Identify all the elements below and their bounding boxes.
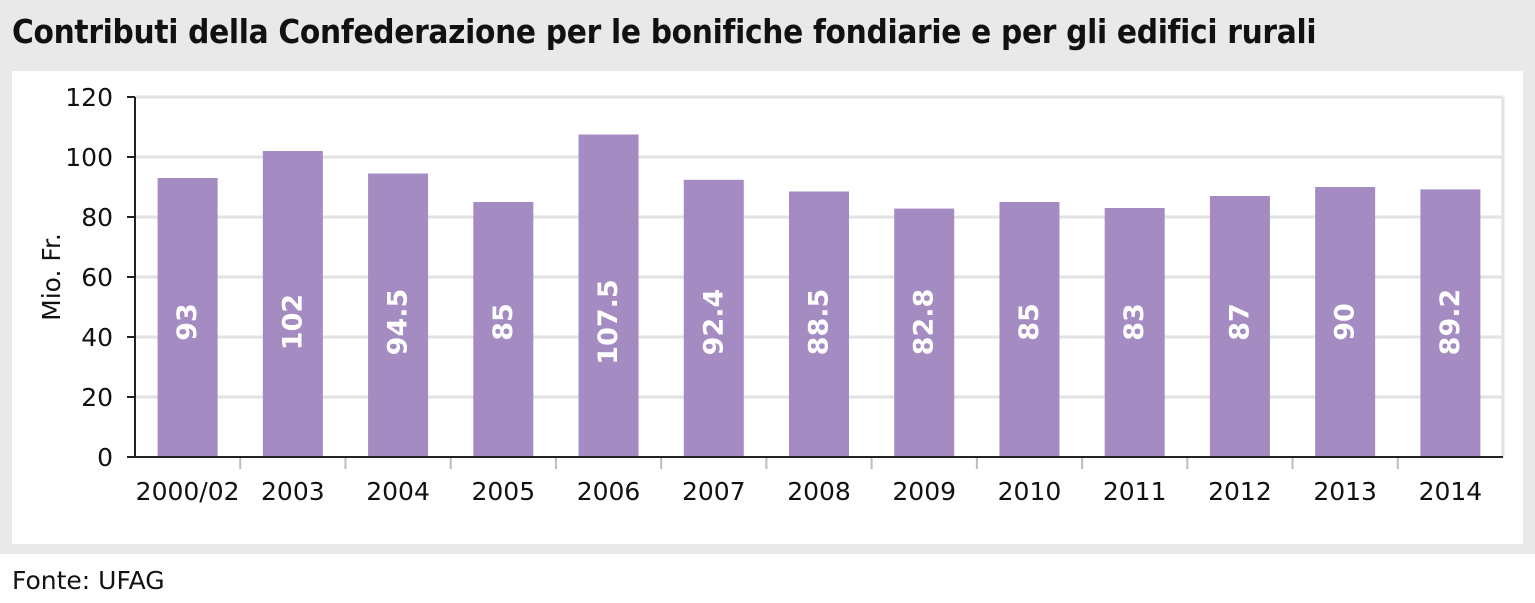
x-tick-label-2006: 2006: [577, 477, 641, 506]
bar-2012: [1209, 196, 1270, 457]
value-label-2008: 88.5: [804, 289, 835, 356]
value-label-2004: 94.5: [383, 289, 414, 356]
chart-title: Contributi della Confederazione per le b…: [12, 12, 1317, 51]
value-label-2009: 82.8: [909, 289, 940, 356]
bar-2008: [789, 191, 849, 457]
x-tick-label-2007: 2007: [682, 477, 746, 506]
value-label-2013: 90: [1330, 303, 1361, 341]
x-tick-label-2003: 2003: [261, 477, 325, 506]
value-label-2012: 87: [1224, 303, 1255, 341]
bar-2004: [368, 173, 429, 457]
bar-2009: [894, 208, 955, 457]
source-note: Fonte: UFAG: [12, 566, 165, 595]
bar-2014: [1420, 189, 1481, 457]
x-tick-label-2009: 2009: [892, 477, 956, 506]
bar-2010: [999, 202, 1060, 457]
chart-header: Contributi della Confederazione per le b…: [0, 0, 1535, 67]
y-tick-label-20: 20: [81, 383, 113, 412]
value-label-2014: 89.2: [1435, 289, 1466, 356]
x-tick-label-2014: 2014: [1419, 477, 1483, 506]
x-tick-label-2005: 2005: [471, 477, 535, 506]
value-label-2003: 102: [277, 294, 308, 350]
value-label-2011: 83: [1119, 303, 1150, 341]
bar-2011: [1104, 208, 1165, 457]
x-tick-label-2013: 2013: [1313, 477, 1377, 506]
bar-2013: [1315, 187, 1376, 457]
y-tick-label-0: 0: [97, 443, 113, 472]
value-label-2007: 92.4: [698, 289, 729, 356]
y-axis-title: Mio. Fr.: [37, 233, 66, 321]
x-tick-label-2010: 2010: [998, 477, 1062, 506]
bar-2003: [262, 151, 323, 457]
y-tick-label-60: 60: [81, 263, 113, 292]
value-label-2000/02: 93: [172, 303, 203, 341]
x-tick-label-2012: 2012: [1208, 477, 1272, 506]
x-tick-label-2008: 2008: [787, 477, 851, 506]
x-tick-label-2000/02: 2000/02: [136, 477, 240, 506]
bar-2007: [683, 179, 744, 458]
y-tick-label-120: 120: [65, 83, 113, 112]
value-label-2010: 85: [1014, 303, 1045, 341]
bar-2005: [473, 202, 534, 457]
bar-2006: [578, 134, 639, 457]
y-tick-label-40: 40: [81, 323, 113, 352]
value-label-2006: 107.5: [593, 279, 624, 364]
bar-2000/02: [157, 178, 218, 457]
x-tick-label-2004: 2004: [366, 477, 430, 506]
y-tick-label-80: 80: [81, 203, 113, 232]
y-tick-label-100: 100: [65, 143, 113, 172]
value-label-2005: 85: [488, 303, 519, 341]
x-tick-label-2011: 2011: [1103, 477, 1167, 506]
